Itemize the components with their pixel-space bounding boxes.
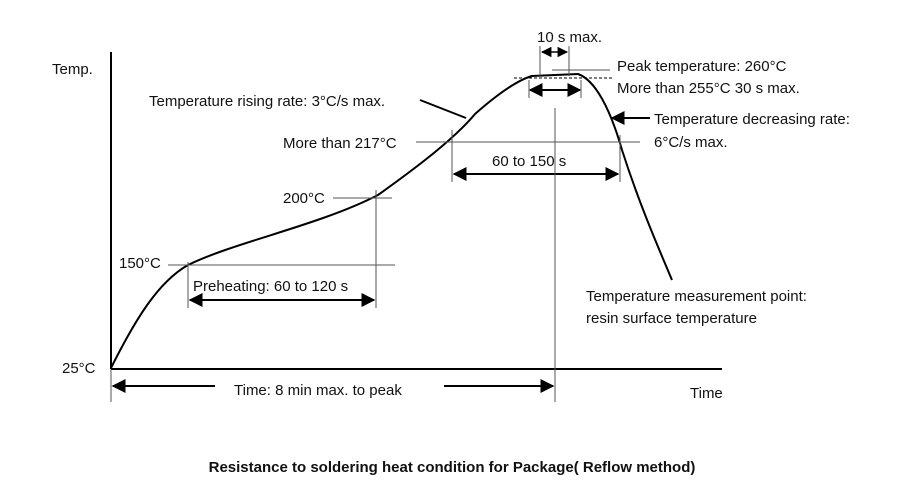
- peak-time-label: 10 s max.: [537, 29, 602, 46]
- measurement-point-label-line1: Temperature measurement point:: [586, 288, 807, 305]
- decreasing-rate-label-line1: Temperature decreasing rate:: [654, 111, 850, 128]
- temp-150-label: 150°C: [119, 255, 161, 272]
- above-217-time-label: 60 to 150 s: [492, 153, 566, 170]
- rising-rate-leader: [419, 99, 467, 119]
- peak-temp-label: Peak temperature: 260°C: [617, 58, 787, 75]
- temp-217-label: More than 217°C: [283, 135, 397, 152]
- decreasing-rate-label-line2: 6°C/s max.: [654, 134, 728, 151]
- x-axis-label: Time: [690, 385, 723, 402]
- total-time-label: Time: 8 min max. to peak: [234, 382, 402, 399]
- temp-200-label: 200°C: [283, 190, 325, 207]
- measurement-point-label-line2: resin surface temperature: [586, 310, 757, 327]
- above-255-label: More than 255°C 30 s max.: [617, 80, 800, 97]
- rising-rate-label: Temperature rising rate: 3°C/s max.: [149, 93, 385, 110]
- temp-25-label: 25°C: [62, 360, 96, 377]
- figure-caption: Resistance to soldering heat condition f…: [208, 459, 696, 476]
- preheating-label: Preheating: 60 to 120 s: [193, 278, 348, 295]
- y-axis-label: Temp.: [52, 61, 93, 78]
